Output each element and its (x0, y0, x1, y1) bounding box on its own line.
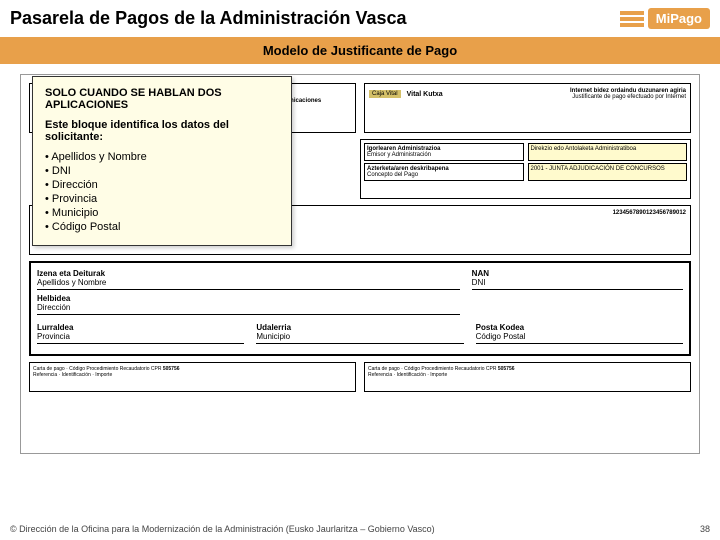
logo-text: MiPago (648, 8, 710, 29)
org-cell: 2001 - JUNTA ADJUDICACIÓN DE CONCURSOS (528, 163, 688, 181)
page-title: Pasarela de Pagos de la Administración V… (10, 8, 407, 29)
applicant-block: Izena eta Deiturak Apellidos y Nombre He… (29, 261, 691, 356)
field-dni: NAN DNI (472, 269, 683, 319)
list-item: Apellidos y Nombre (45, 151, 279, 163)
callout-subtitle: Este bloque identifica los datos del sol… (45, 119, 279, 143)
internet-receipt-label: Internet bidez ordaindu duzunaren agiria… (570, 88, 686, 100)
org-cell: Azterketa/aren deskribapenaConcepto del … (364, 163, 524, 181)
callout-box: SOLO CUANDO SE HABLAN DOS APLICACIONES E… (32, 76, 292, 246)
list-item: Dirección (45, 179, 279, 191)
doc-bottom-row: Carta de pago · Código Procedimiento Rec… (29, 362, 691, 392)
callout-list: Apellidos y Nombre DNI Dirección Provinc… (45, 151, 279, 233)
vital-kutxa-label: Vital Kutxa (407, 91, 443, 98)
list-item: Código Postal (45, 221, 279, 233)
field-cp: Posta Kodea Código Postal (476, 323, 683, 348)
list-item: Provincia (45, 193, 279, 205)
field-prov: Lurraldea Provincia (37, 323, 244, 348)
field-name: Izena eta Deiturak Apellidos y Nombre He… (37, 269, 460, 319)
subtitle-bar: Modelo de Justificante de Pago (0, 37, 720, 64)
org-cell: Direkzio edo Antolaketa Administratiboa (528, 143, 688, 161)
bot-box-right: Carta de pago · Código Procedimiento Rec… (364, 362, 691, 392)
org-box: Igorlearen AdministrazioaEmisor y Admini… (360, 139, 691, 199)
caja-vital-icon: Caja Vital (369, 90, 401, 98)
document-area: SOLO CUANDO SE HABLAN DOS APLICACIONES E… (0, 64, 720, 464)
bot-box-left: Carta de pago · Código Procedimiento Rec… (29, 362, 356, 392)
logo-bars-icon (620, 11, 644, 27)
mipago-logo: MiPago (620, 8, 710, 29)
header: Pasarela de Pagos de la Administración V… (0, 0, 720, 37)
org-cell: Igorlearen AdministrazioaEmisor y Admini… (364, 143, 524, 161)
page-number: 38 (700, 524, 710, 534)
field-mun: Udalerria Municipio (256, 323, 463, 348)
nrc-value: 1234567890123456789012 (364, 210, 686, 216)
callout-title: SOLO CUANDO SE HABLAN DOS APLICACIONES (45, 87, 279, 111)
footer: © Dirección de la Oficina para la Modern… (10, 524, 710, 534)
copyright: © Dirección de la Oficina para la Modern… (10, 524, 435, 534)
list-item: Municipio (45, 207, 279, 219)
bank-box: Caja Vital Vital Kutxa Internet bidez or… (364, 83, 691, 133)
list-item: DNI (45, 165, 279, 177)
